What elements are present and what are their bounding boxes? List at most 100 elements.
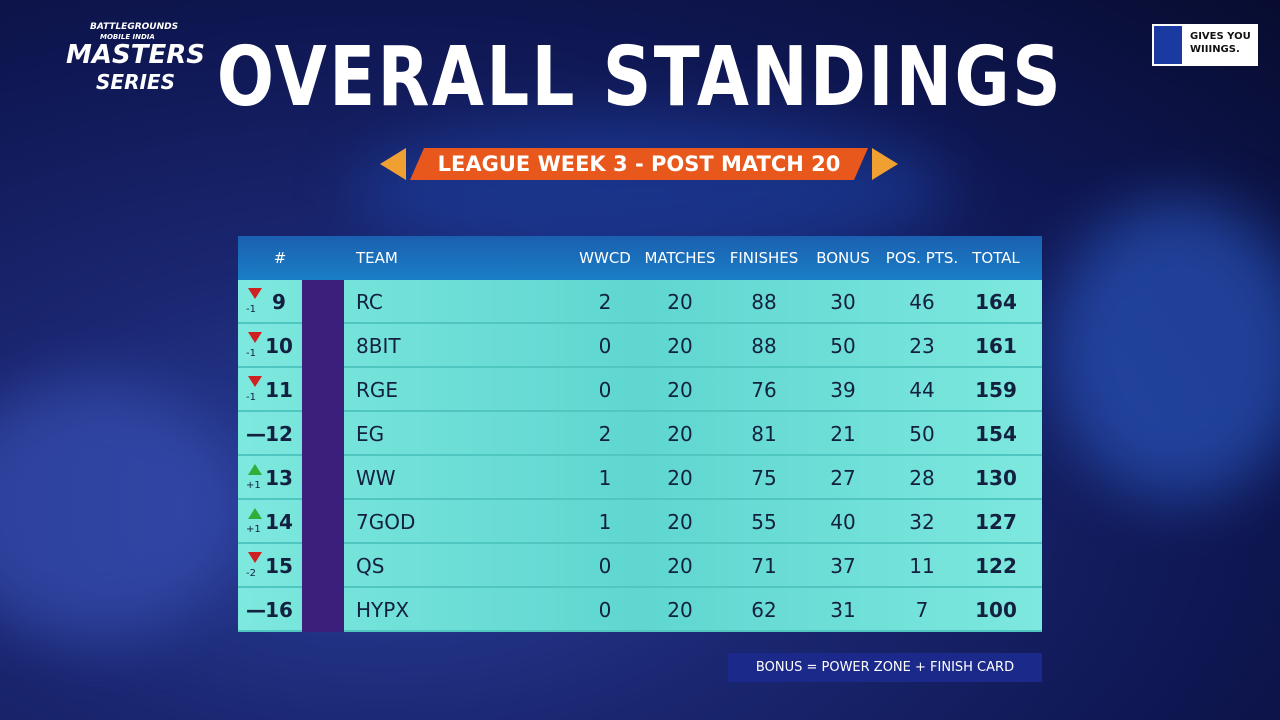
team-name: RGE xyxy=(356,378,399,402)
rank-change: -2 xyxy=(246,568,256,579)
header-cell: MATCHES xyxy=(644,249,716,267)
header-cell: FINISHES xyxy=(729,249,799,267)
team-logo xyxy=(302,280,344,324)
team-name: RC xyxy=(356,290,383,314)
bg-blur xyxy=(1050,200,1280,500)
standings-table: # TEAM WWCD MATCHES FINISHES BONUS POS. PTS. TO… xyxy=(238,236,1042,632)
table-row: —12 EG 2 20 81 21 50 154 xyxy=(238,412,1042,456)
stat-wwcd: 0 xyxy=(598,378,612,402)
chevron xyxy=(872,148,898,180)
bg-blur xyxy=(0,380,240,640)
stat-bonus: 50 xyxy=(830,334,856,358)
footnote: BONUS = POWER ZONE + FINISH CARD xyxy=(728,653,1042,682)
stat-total: 127 xyxy=(975,510,1017,534)
header-cell: # xyxy=(273,249,287,267)
stat-bonus: 31 xyxy=(830,598,856,622)
rank-change: -1 xyxy=(246,348,256,359)
team-name: QS xyxy=(356,554,385,578)
rank-change: -1 xyxy=(246,304,256,315)
stat-total: 154 xyxy=(975,422,1017,446)
stat-pos-pts: 11 xyxy=(909,554,935,578)
stat-matches: 20 xyxy=(667,510,693,534)
stat-matches: 20 xyxy=(667,290,693,314)
trend-icon xyxy=(248,332,262,343)
rank: 12 xyxy=(265,422,293,446)
stat-bonus: 21 xyxy=(830,422,856,446)
stat-finishes: 75 xyxy=(751,466,777,490)
stat-total: 122 xyxy=(975,554,1017,578)
rank-change: -1 xyxy=(246,392,256,403)
team-logo xyxy=(302,368,344,412)
rank-change: — xyxy=(246,422,266,446)
team-logo xyxy=(302,544,344,588)
table-row: -1 11 RGE 0 20 76 39 44 159 xyxy=(238,368,1042,412)
stat-wwcd: 2 xyxy=(598,422,612,446)
stat-pos-pts: 44 xyxy=(909,378,935,402)
trend-icon xyxy=(248,288,262,299)
logo-text: SERIES xyxy=(96,70,175,94)
header-row: # TEAM WWCD MATCHES FINISHES BONUS POS. PTS. TO… xyxy=(238,236,1042,280)
stat-bonus: 39 xyxy=(830,378,856,402)
header-cell: TEAM xyxy=(356,249,398,267)
team-name: 8BIT xyxy=(356,334,401,358)
event-logo: BATTLEGROUNDS MOBILE INDIA MASTERS SERIE… xyxy=(26,18,226,108)
team-name: HYPX xyxy=(356,598,410,622)
sponsor-text: GIVES YOU WIIINGS. xyxy=(1190,31,1251,55)
stat-wwcd: 1 xyxy=(598,510,612,534)
trend-icon xyxy=(248,508,262,519)
sponsor: GIVES YOU WIIINGS. xyxy=(1152,24,1258,66)
stat-matches: 20 xyxy=(667,598,693,622)
stat-bonus: 30 xyxy=(830,290,856,314)
rank: 10 xyxy=(265,334,293,358)
team-logo xyxy=(302,324,344,368)
stat-wwcd: 1 xyxy=(598,466,612,490)
chevron xyxy=(380,148,406,180)
sponsor-can xyxy=(1154,26,1182,64)
stat-bonus: 37 xyxy=(830,554,856,578)
table-row: —16 HYPX 0 20 62 31 7 100 xyxy=(238,588,1042,632)
trend-icon xyxy=(248,376,262,387)
team-name: EG xyxy=(356,422,385,446)
rank: 11 xyxy=(265,378,293,402)
stat-matches: 20 xyxy=(667,422,693,446)
stat-total: 100 xyxy=(975,598,1017,622)
rank: 9 xyxy=(272,290,286,314)
table-row: +1 13 WW 1 20 75 27 28 130 xyxy=(238,456,1042,500)
stat-pos-pts: 28 xyxy=(909,466,935,490)
table-row: -1 9 RC 2 20 88 30 46 164 xyxy=(238,280,1042,324)
stat-finishes: 55 xyxy=(751,510,777,534)
stat-matches: 20 xyxy=(667,466,693,490)
team-name: WW xyxy=(356,466,396,490)
stat-wwcd: 2 xyxy=(598,290,612,314)
header-cell: BONUS xyxy=(816,249,870,267)
rank: 15 xyxy=(265,554,293,578)
stat-finishes: 71 xyxy=(751,554,777,578)
stat-wwcd: 0 xyxy=(598,334,612,358)
title: OVERALL STANDINGS xyxy=(216,30,1064,125)
stat-matches: 20 xyxy=(667,378,693,402)
stat-finishes: 62 xyxy=(751,598,777,622)
stat-finishes: 88 xyxy=(751,290,777,314)
trend-icon xyxy=(248,552,262,563)
team-name: 7GOD xyxy=(356,510,416,534)
rank: 16 xyxy=(265,598,293,622)
rank: 13 xyxy=(265,466,293,490)
team-logo xyxy=(302,412,344,456)
stat-pos-pts: 50 xyxy=(909,422,935,446)
table-row: -2 15 QS 0 20 71 37 11 122 xyxy=(238,544,1042,588)
rank: 14 xyxy=(265,510,293,534)
stat-pos-pts: 46 xyxy=(909,290,935,314)
stat-total: 159 xyxy=(975,378,1017,402)
stat-wwcd: 0 xyxy=(598,554,612,578)
header-cell: WWCD xyxy=(579,249,631,267)
logo-text: BATTLEGROUNDS xyxy=(90,22,179,32)
stat-pos-pts: 32 xyxy=(909,510,935,534)
stat-matches: 20 xyxy=(667,554,693,578)
trend-icon xyxy=(248,464,262,475)
team-logo xyxy=(302,500,344,544)
stat-total: 130 xyxy=(975,466,1017,490)
stat-finishes: 88 xyxy=(751,334,777,358)
stat-total: 164 xyxy=(975,290,1017,314)
stat-bonus: 27 xyxy=(830,466,856,490)
